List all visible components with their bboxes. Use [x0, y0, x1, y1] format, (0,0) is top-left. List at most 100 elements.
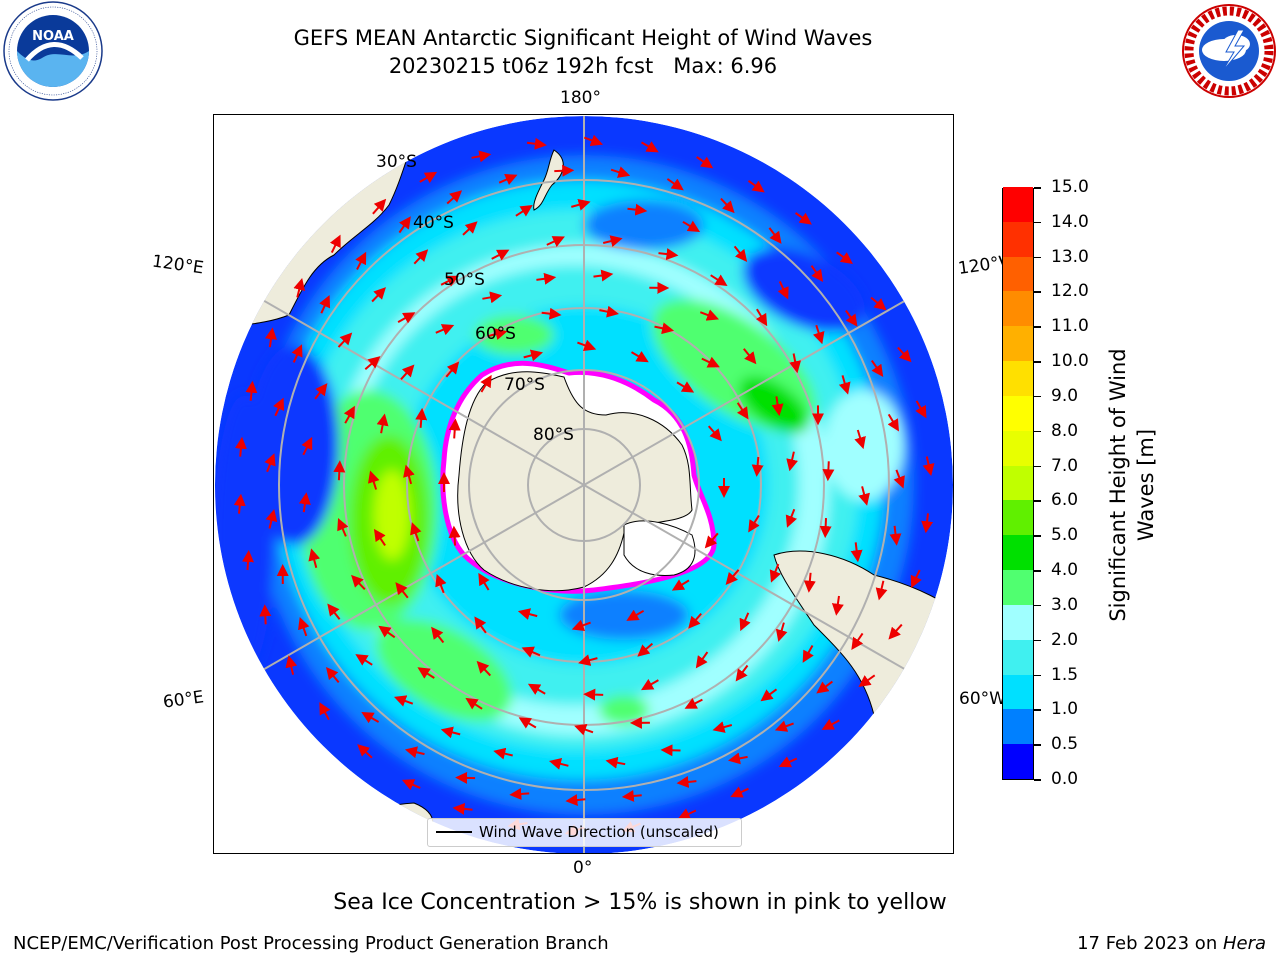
colorbar-tick-label: 0.0	[1051, 769, 1079, 789]
sea-ice-note: Sea Ice Concentration > 15% is shown in …	[333, 890, 947, 915]
colorbar-segment	[1003, 674, 1033, 710]
africa-land	[292, 802, 434, 853]
wave-direction-arrow	[854, 429, 866, 450]
wave-direction-arrow	[245, 380, 258, 401]
wave-direction-arrow	[701, 356, 720, 368]
colorbar-tick-label: 13.0	[1051, 246, 1089, 267]
wave-direction-arrow	[431, 626, 445, 644]
wave-direction-arrow	[327, 603, 341, 620]
wave-direction-arrow	[401, 779, 421, 791]
wave-direction-arrow	[802, 645, 814, 663]
wave-direction-arrow	[748, 514, 760, 533]
wave-direction-arrow	[264, 453, 276, 473]
colorbar-tick-label: 2.0	[1051, 629, 1079, 650]
colorbar-segment	[1003, 708, 1033, 745]
wave-direction-arrow	[915, 400, 927, 419]
wave-direction-arrow	[265, 327, 277, 348]
lat-label-50s: 50°S	[444, 270, 485, 290]
colorbar-tick-mark	[1034, 744, 1041, 746]
wave-direction-arrow	[404, 746, 425, 759]
wave-direction-arrow	[836, 251, 853, 265]
wave-direction-arrow	[571, 198, 591, 211]
wave-direction-arrow	[367, 470, 380, 490]
wave-direction-arrow	[319, 295, 331, 314]
wave-direction-arrow	[452, 802, 473, 815]
wave-direction-arrow	[291, 344, 303, 363]
wave-direction-arrow	[357, 744, 373, 759]
wave-direction-arrow	[621, 789, 642, 802]
wave-direction-arrow	[921, 513, 934, 534]
colorbar-tick-label: 4.0	[1051, 560, 1079, 581]
colorbar-segment	[1003, 256, 1033, 292]
wave-direction-arrow	[755, 308, 768, 327]
colorbar-tick-label: 15.0	[1051, 177, 1089, 197]
wave-direction-arrow	[325, 666, 340, 684]
wave-direction-arrow	[720, 197, 735, 214]
wave-direction-arrow	[728, 752, 748, 765]
wave-direction-arrow	[319, 702, 331, 721]
colorbar-tick-label: 9.0	[1051, 385, 1079, 406]
colorbar-tick-mark	[1034, 430, 1041, 433]
colorbar-segment	[1003, 395, 1033, 431]
wave-direction-arrow	[351, 574, 366, 590]
wave-direction-arrow	[343, 405, 355, 424]
colorbar-tick-label: 3.0	[1051, 594, 1079, 615]
wave-direction-arrow	[610, 166, 631, 178]
map-legend: Wind Wave Direction (unscaled)	[427, 818, 742, 847]
colorbar-tick-mark	[1034, 709, 1041, 711]
colorbar-segment	[1003, 325, 1033, 362]
wave-direction-arrow	[743, 348, 757, 365]
wave-direction-arrow	[400, 364, 415, 380]
footer-credit: NCEP/EMC/Verification Post Processing Pr…	[13, 933, 609, 954]
wave-direction-arrow	[810, 265, 824, 282]
wave-direction-arrow	[889, 525, 902, 546]
wave-direction-arrow	[413, 249, 429, 265]
colorbar-tick-label: 7.0	[1051, 455, 1079, 476]
wave-direction-arrow	[627, 203, 648, 216]
ice-shelf	[623, 520, 696, 576]
wave-direction-arrow	[364, 356, 381, 370]
colorbar-tick-mark	[1034, 604, 1041, 607]
wave-direction-arrow	[440, 726, 461, 739]
wave-direction-arrow	[446, 190, 463, 205]
colorbar-segment	[1003, 743, 1033, 779]
wave-direction-arrow	[536, 272, 557, 285]
wave-direction-arrow	[760, 688, 778, 702]
wave-direction-arrow	[583, 134, 604, 147]
wave-direction-arrow	[751, 456, 764, 477]
wave-direction-arrow	[785, 508, 797, 528]
lon-label-120e: 120°E	[150, 251, 205, 279]
wave-direction-arrow	[640, 678, 659, 691]
wave-direction-arrow	[259, 604, 272, 625]
legend-line-swatch	[436, 831, 472, 833]
wave-direction-arrow	[435, 324, 455, 336]
wave-direction-arrow	[893, 469, 905, 489]
wave-direction-arrow	[393, 695, 414, 707]
colorbar-tick-mark	[1034, 221, 1041, 224]
wave-direction-arrow	[838, 375, 851, 395]
wave-direction-arrow	[812, 324, 825, 345]
wave-direction-arrow	[583, 688, 604, 701]
wave-direction-arrow	[821, 718, 840, 730]
wave-direction-arrow	[233, 493, 246, 514]
wave-direction-arrow	[301, 436, 313, 456]
wave-direction-arrow	[242, 550, 255, 571]
wave-direction-arrow	[518, 717, 537, 729]
wave-direction-arrow	[730, 786, 749, 798]
wave-direction-arrow	[819, 518, 832, 539]
wave-direction-arrow	[571, 619, 591, 631]
wave-direction-arrow	[355, 654, 373, 666]
wave-direction-arrow	[465, 697, 483, 710]
wave-direction-arrow	[658, 248, 679, 261]
wave-direction-arrow	[637, 642, 654, 657]
colorbar-tick-mark	[1034, 674, 1041, 677]
wave-direction-arrow	[875, 580, 888, 601]
map-frame	[213, 114, 954, 854]
wave-direction-arrow	[548, 758, 569, 770]
colorbar-tick-mark	[1034, 500, 1041, 502]
wave-direction-arrow	[684, 697, 703, 709]
wave-direction-arrow	[234, 436, 247, 457]
wave-direction-arrow	[676, 381, 695, 393]
wave-direction-arrow	[870, 360, 884, 378]
wave-direction-arrow	[831, 595, 844, 616]
